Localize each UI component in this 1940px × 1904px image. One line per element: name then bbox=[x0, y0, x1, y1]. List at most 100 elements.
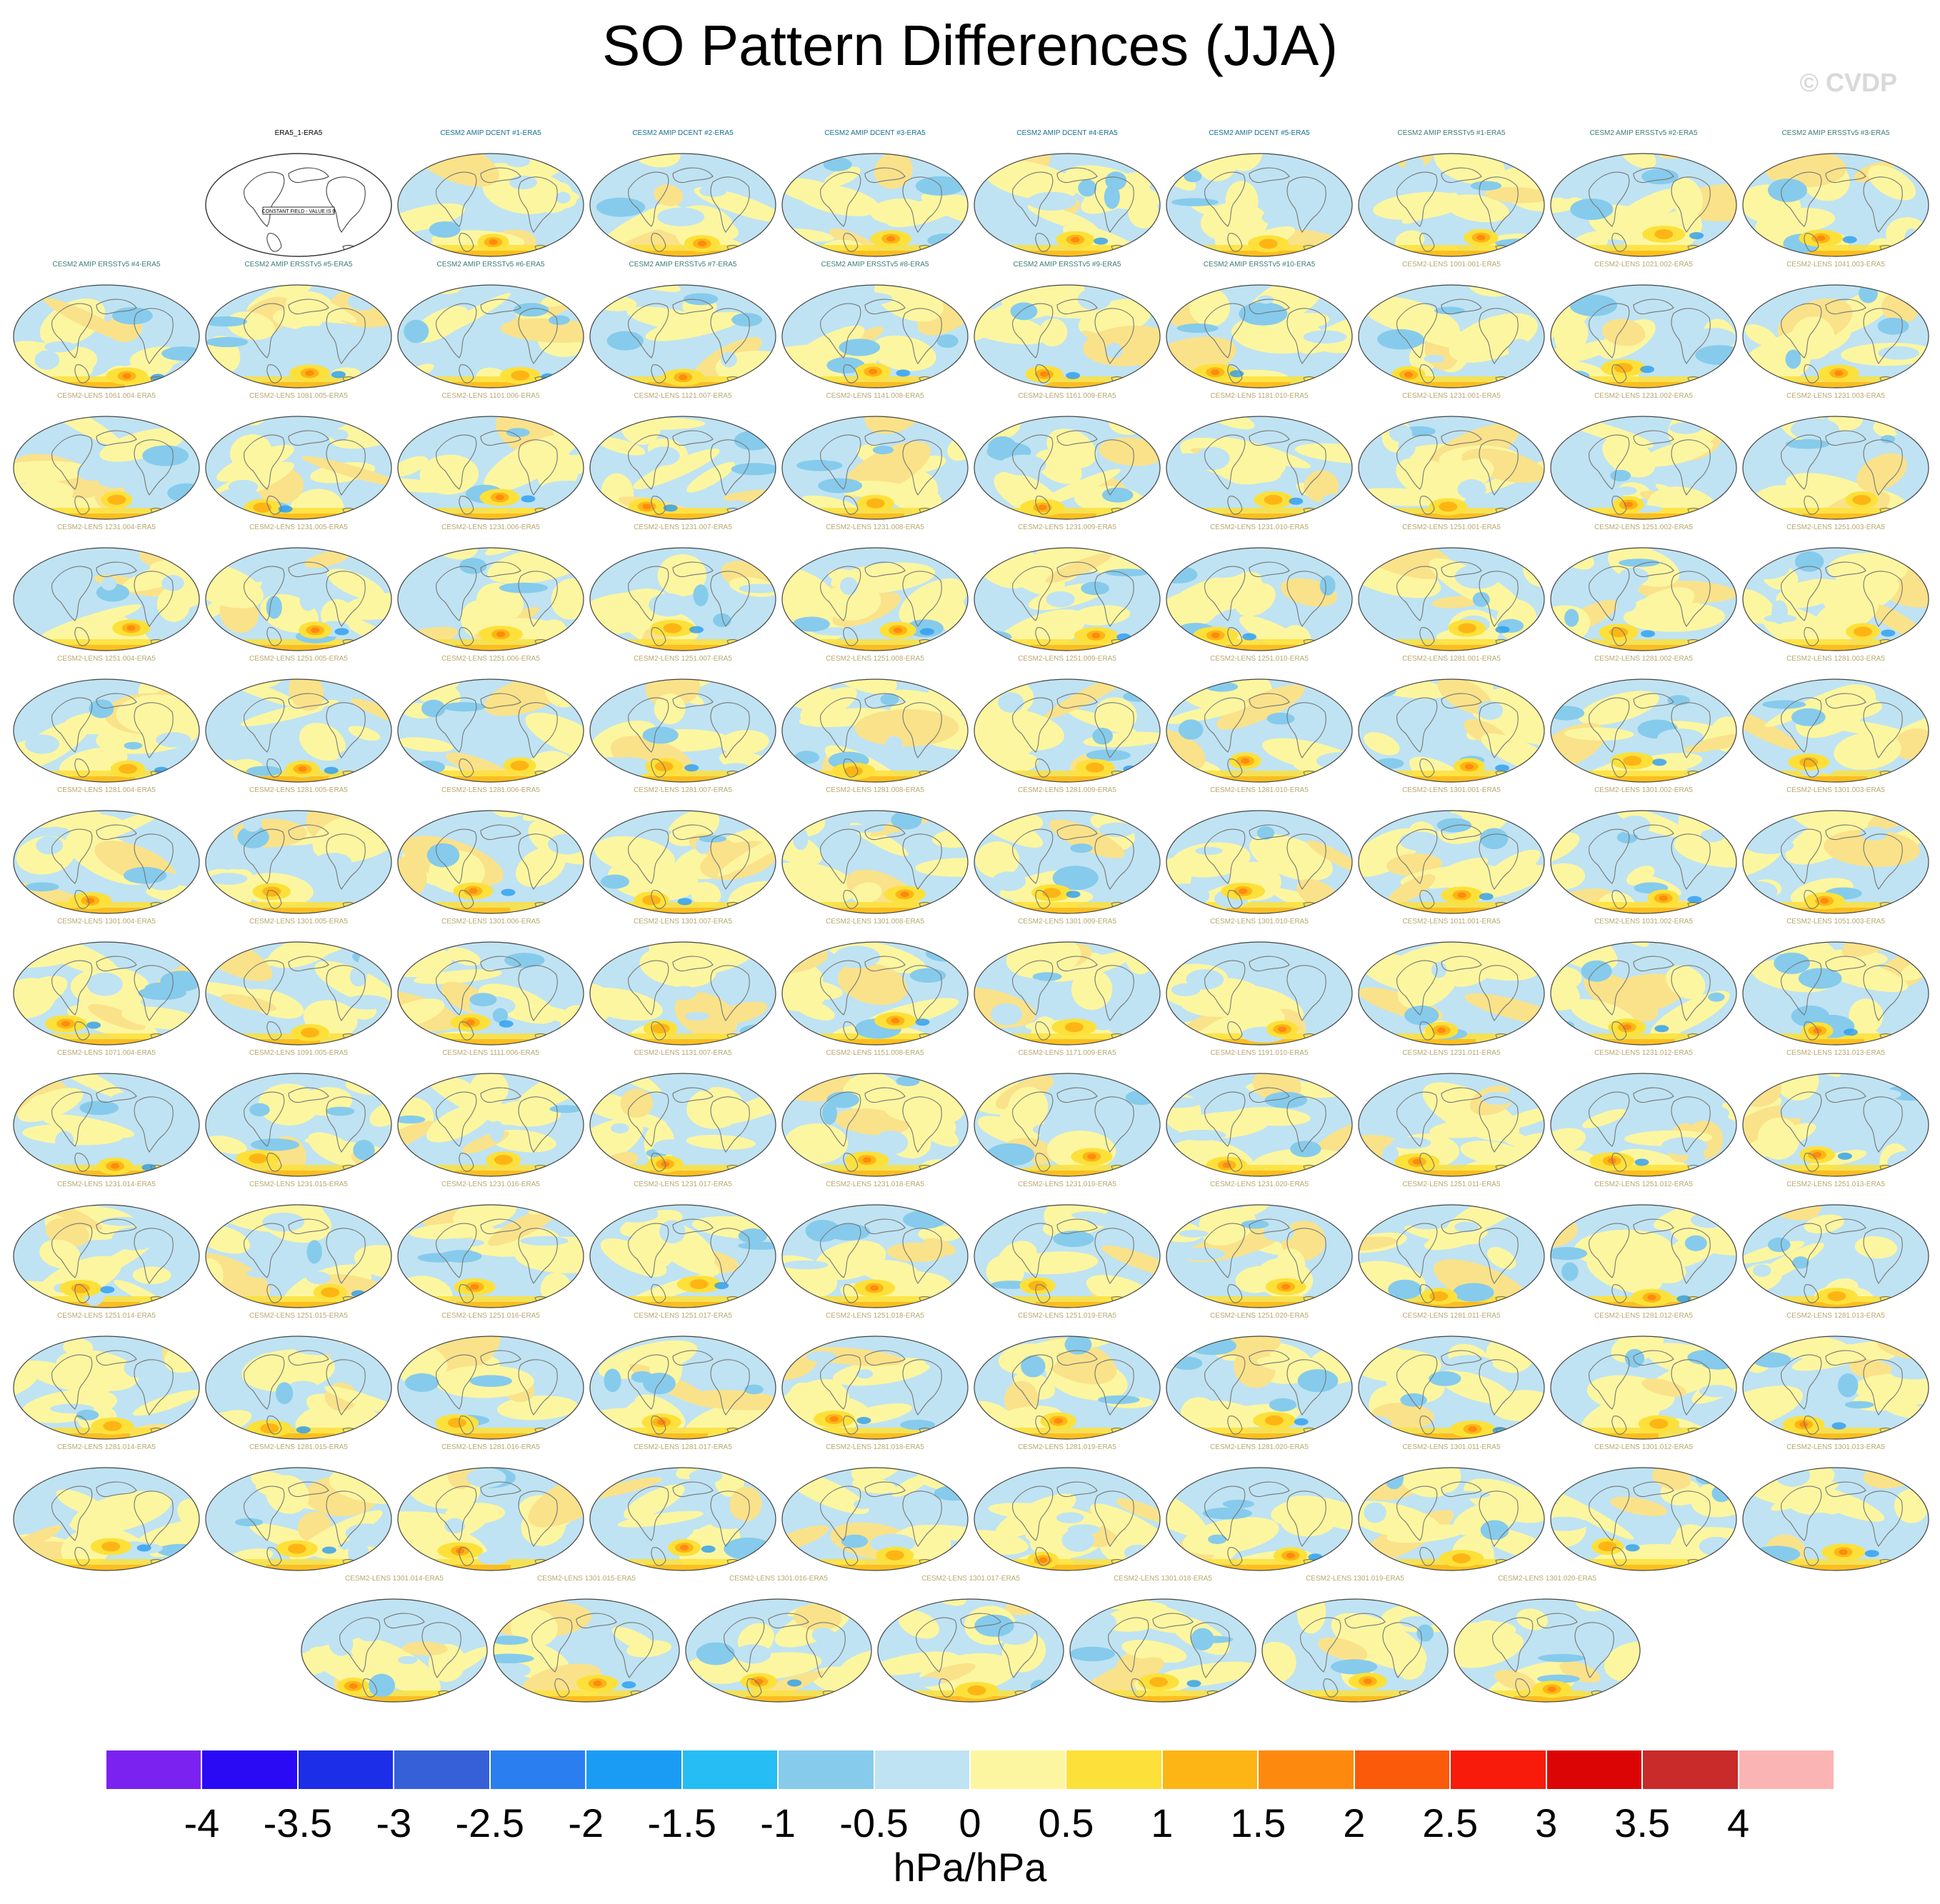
map-panel: CESM2 AMIP ERSSTv5 #4-ERA5 bbox=[11, 261, 202, 403]
panel-label: CESM2-LENS 1301.012-ERA5 bbox=[1594, 1443, 1693, 1451]
map-outline bbox=[397, 284, 584, 389]
colorbar-swatch bbox=[778, 1750, 874, 1790]
world-map bbox=[1550, 153, 1737, 257]
map-panel: CESM2 AMIP ERSSTv5 #6-ERA5 bbox=[395, 261, 586, 403]
map-panel: CESM2-LENS 1281.020-ERA5 bbox=[1164, 1443, 1355, 1585]
map-outline bbox=[13, 1073, 200, 1177]
panel-label: CESM2-LENS 1121.007-ERA5 bbox=[634, 392, 732, 400]
world-map bbox=[1358, 1204, 1545, 1308]
map-outline bbox=[13, 1467, 200, 1571]
panel-label: CESM2-LENS 1231.015-ERA5 bbox=[249, 1181, 348, 1188]
world-map bbox=[1358, 1073, 1545, 1177]
world-map bbox=[589, 153, 776, 257]
map-panel: CESM2-LENS 1131.007-ERA5 bbox=[587, 1049, 779, 1191]
anomaly-field bbox=[1070, 1599, 1256, 1702]
colorbar-swatch bbox=[489, 1750, 586, 1790]
panel-label: CESM2-LENS 1251.011-ERA5 bbox=[1402, 1181, 1501, 1188]
map-outline bbox=[397, 1467, 584, 1571]
map-panel: CESM2-LENS 1231.020-ERA5 bbox=[1164, 1181, 1355, 1323]
world-map bbox=[205, 1336, 392, 1440]
panel-label: CESM2-LENS 1231.017-ERA5 bbox=[634, 1181, 732, 1188]
panel-label: CESM2-LENS 1231.016-ERA5 bbox=[441, 1181, 540, 1188]
map-panel: CESM2-LENS 1301.011-ERA5 bbox=[1356, 1443, 1547, 1585]
world-map bbox=[1358, 284, 1545, 389]
world-map bbox=[781, 810, 969, 914]
panel-label: CESM2-LENS 1281.018-ERA5 bbox=[826, 1443, 924, 1451]
map-panel: CESM2-LENS 1281.018-ERA5 bbox=[779, 1443, 971, 1585]
map-panel: CESM2 AMIP DCENT #1-ERA5 bbox=[395, 129, 586, 271]
world-map bbox=[1358, 810, 1545, 914]
map-panel: CESM2-LENS 1051.003-ERA5 bbox=[1740, 918, 1931, 1060]
map-outline bbox=[301, 1598, 488, 1703]
map-panel: CESM2-LENS 1031.002-ERA5 bbox=[1548, 918, 1739, 1060]
panel-label: CESM2-LENS 1281.006-ERA5 bbox=[441, 786, 540, 794]
map-panel: CESM2-LENS 1231.018-ERA5 bbox=[779, 1181, 971, 1323]
colorbar-swatch bbox=[1354, 1750, 1451, 1790]
map-outline bbox=[974, 810, 1161, 914]
map-outline bbox=[205, 1073, 392, 1177]
world-map bbox=[1550, 1204, 1737, 1308]
map-outline bbox=[974, 153, 1161, 257]
map-outline bbox=[974, 416, 1161, 520]
map-outline bbox=[1742, 1467, 1929, 1571]
world-map bbox=[781, 678, 969, 783]
map-outline bbox=[205, 153, 392, 257]
panel-label: CESM2-LENS 1171.009-ERA5 bbox=[1018, 1049, 1116, 1057]
world-map bbox=[781, 1204, 969, 1308]
world-map bbox=[589, 941, 776, 1046]
colorbar-swatch bbox=[1066, 1750, 1162, 1790]
map-outline bbox=[589, 284, 776, 389]
map-outline bbox=[397, 416, 584, 520]
map-panel: CESM2-LENS 1231.003-ERA5 bbox=[1740, 392, 1931, 534]
map-panel: CESM2-LENS 1301.003-ERA5 bbox=[1740, 786, 1931, 928]
map-outline bbox=[589, 1204, 776, 1308]
panel-label: CESM2-LENS 1231.011-ERA5 bbox=[1402, 1049, 1501, 1057]
map-panel: CESM2-LENS 1231.014-ERA5 bbox=[11, 1181, 202, 1323]
world-map bbox=[397, 1336, 584, 1440]
world-map bbox=[205, 678, 392, 783]
world-map bbox=[1166, 416, 1353, 520]
anomaly-field bbox=[878, 1599, 1064, 1702]
map-outline bbox=[781, 153, 969, 257]
map-outline bbox=[1742, 416, 1929, 520]
map-panel: CESM2-LENS 1231.001-ERA5 bbox=[1356, 392, 1547, 534]
map-outline bbox=[13, 810, 200, 914]
anomaly-field bbox=[206, 285, 391, 388]
colorbar-tick-label: -3 bbox=[376, 1800, 412, 1845]
map-panel: CESM2-LENS 1301.006-ERA5 bbox=[395, 918, 586, 1060]
world-map bbox=[13, 1204, 200, 1308]
world-map bbox=[205, 547, 392, 651]
map-panel: CESM2-LENS 1041.003-ERA5 bbox=[1740, 261, 1931, 403]
map-panel: CESM2-LENS 1301.020-ERA5 bbox=[1451, 1575, 1643, 1717]
world-map bbox=[13, 941, 200, 1046]
colorbar-tick-label: 1.5 bbox=[1230, 1800, 1286, 1845]
map-panel: CESM2-LENS 1301.018-ERA5 bbox=[1067, 1575, 1259, 1717]
anomaly-field bbox=[398, 811, 584, 913]
world-map bbox=[397, 1204, 584, 1308]
map-panel: CESM2-LENS 1251.005-ERA5 bbox=[203, 655, 394, 797]
world-map bbox=[1358, 678, 1545, 783]
map-outline bbox=[589, 941, 776, 1046]
panel-label: CESM2-LENS 1281.002-ERA5 bbox=[1594, 655, 1693, 663]
panel-label: CESM2-LENS 1281.015-ERA5 bbox=[249, 1443, 348, 1451]
panel-label: CESM2 AMIP ERSSTv5 #10-ERA5 bbox=[1203, 261, 1316, 269]
world-map bbox=[974, 1336, 1161, 1440]
anomaly-field bbox=[782, 561, 968, 651]
world-map bbox=[397, 1073, 584, 1177]
anomaly-field bbox=[1359, 1468, 1544, 1570]
map-panel: CESM2-LENS 1251.004-ERA5 bbox=[11, 655, 202, 797]
map-outline bbox=[205, 1467, 392, 1571]
panel-label: CESM2 AMIP ERSSTv5 #5-ERA5 bbox=[244, 261, 353, 269]
map-outline bbox=[205, 284, 392, 389]
colorbar-tick-label: 4 bbox=[1726, 1800, 1750, 1845]
map-outline bbox=[1742, 1204, 1929, 1308]
map-outline bbox=[493, 1598, 680, 1703]
map-panel: CESM2-LENS 1251.010-ERA5 bbox=[1164, 655, 1355, 797]
world-map bbox=[13, 1467, 200, 1571]
world-map bbox=[205, 1073, 392, 1177]
panel-label: CESM2-LENS 1251.017-ERA5 bbox=[634, 1312, 732, 1320]
colorbar-tick-label: 3 bbox=[1535, 1800, 1558, 1845]
map-outline bbox=[685, 1598, 872, 1703]
world-map bbox=[781, 547, 969, 651]
map-panel: CESM2-LENS 1301.019-ERA5 bbox=[1259, 1575, 1451, 1717]
